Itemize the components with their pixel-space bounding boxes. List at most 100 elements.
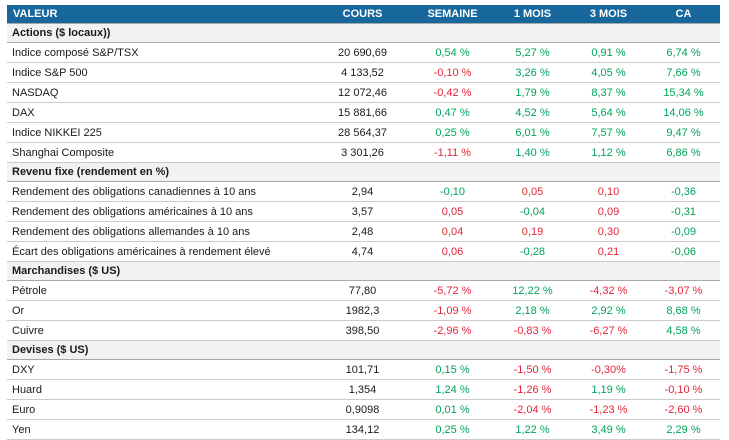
- value-cell-1-mois: 1,79 %: [495, 82, 570, 103]
- value-cell-1-mois: 0,19: [495, 221, 570, 242]
- table-header: VALEUR COURS SEMAINE 1 MOIS 3 MOIS CA: [7, 5, 720, 24]
- value-cell-1-mois: -1,50 %: [495, 359, 570, 380]
- section-title: Marchandises ($ US): [7, 261, 720, 281]
- value-cell-semaine: 0,05: [410, 201, 495, 222]
- row-label: Rendement des obligations allemandes à 1…: [7, 221, 315, 242]
- value-cell-cours: 134,12: [315, 419, 410, 440]
- value-cell-ca: -3,07 %: [647, 280, 720, 301]
- value-cell-3-mois: -4,32 %: [570, 280, 647, 301]
- value-cell-cours: 15 881,66: [315, 102, 410, 123]
- table-row: DXY 101,71 0,15 % -1,50 % -0,30% -1,75 %: [7, 359, 720, 380]
- value-cell-semaine: -0,42 %: [410, 82, 495, 103]
- value-cell-3-mois: 1,19 %: [570, 379, 647, 400]
- value-cell-ca: -1,75 %: [647, 359, 720, 380]
- value-cell-1-mois: 1,40 %: [495, 142, 570, 163]
- value-cell-3-mois: 0,30: [570, 221, 647, 242]
- value-cell-cours: 4,74: [315, 241, 410, 262]
- value-cell-cours: 3 301,26: [315, 142, 410, 163]
- value-cell-3-mois: 3,49 %: [570, 419, 647, 440]
- section-title: Devises ($ US): [7, 340, 720, 360]
- table-row: Écart des obligations américaines à rend…: [7, 241, 720, 262]
- value-cell-semaine: -1,09 %: [410, 300, 495, 321]
- value-cell-3-mois: 4,05 %: [570, 62, 647, 83]
- table-row: Rendement des obligations canadiennes à …: [7, 181, 720, 202]
- value-cell-3-mois: 7,57 %: [570, 122, 647, 143]
- value-cell-cours: 28 564,37: [315, 122, 410, 143]
- table-row: Cuivre 398,50 -2,96 % -0,83 % -6,27 % 4,58 %: [7, 320, 720, 341]
- value-cell-semaine: 0,25 %: [410, 122, 495, 143]
- column-header-valeur: VALEUR: [7, 5, 315, 24]
- value-cell-3-mois: 1,12 %: [570, 142, 647, 163]
- value-cell-ca: -0,36: [647, 181, 720, 202]
- row-label: Or: [7, 300, 315, 321]
- value-cell-1-mois: -0,28: [495, 241, 570, 262]
- row-label: Euro: [7, 399, 315, 420]
- value-cell-cours: 12 072,46: [315, 82, 410, 103]
- value-cell-ca: -0,09: [647, 221, 720, 242]
- row-label: Écart des obligations américaines à rend…: [7, 241, 315, 262]
- value-cell-3-mois: -0,30%: [570, 359, 647, 380]
- value-cell-cours: 1982,3: [315, 300, 410, 321]
- value-cell-ca: 6,74 %: [647, 42, 720, 63]
- value-cell-1-mois: 1,22 %: [495, 419, 570, 440]
- value-cell-1-mois: 12,22 %: [495, 280, 570, 301]
- value-cell-cours: 2,48: [315, 221, 410, 242]
- value-cell-semaine: -5,72 %: [410, 280, 495, 301]
- value-cell-1-mois: -1,26 %: [495, 379, 570, 400]
- table-row: Rendement des obligations allemandes à 1…: [7, 221, 720, 242]
- row-label: Shanghai Composite: [7, 142, 315, 163]
- value-cell-semaine: 0,25 %: [410, 419, 495, 440]
- value-cell-semaine: 0,54 %: [410, 42, 495, 63]
- column-header-3-mois: 3 MOIS: [570, 5, 647, 24]
- value-cell-cours: 4 133,52: [315, 62, 410, 83]
- value-cell-3-mois: 0,10: [570, 181, 647, 202]
- value-cell-ca: -0,10 %: [647, 379, 720, 400]
- table-row: Indice composé S&P/TSX 20 690,69 0,54 % 5,2…: [7, 42, 720, 63]
- value-cell-semaine: -0,10: [410, 181, 495, 202]
- value-cell-cours: 77,80: [315, 280, 410, 301]
- value-cell-1-mois: 4,52 %: [495, 102, 570, 123]
- section-title: Revenu fixe (rendement en %): [7, 162, 720, 182]
- value-cell-1-mois: 2,18 %: [495, 300, 570, 321]
- value-cell-semaine: 0,01 %: [410, 399, 495, 420]
- table-body: Actions ($ locaux)) Indice composé S&P/TS…: [7, 23, 720, 440]
- row-label: Cuivre: [7, 320, 315, 341]
- value-cell-ca: 7,66 %: [647, 62, 720, 83]
- row-label: Huard: [7, 379, 315, 400]
- value-cell-3-mois: -6,27 %: [570, 320, 647, 341]
- value-cell-ca: -2,60 %: [647, 399, 720, 420]
- value-cell-cours: 101,71: [315, 359, 410, 380]
- value-cell-3-mois: 2,92 %: [570, 300, 647, 321]
- value-cell-cours: 2,94: [315, 181, 410, 202]
- row-label: Rendement des obligations canadiennes à …: [7, 181, 315, 202]
- table-row: Huard 1,354 1,24 % -1,26 % 1,19 % -0,10 %: [7, 379, 720, 400]
- column-header-cours: COURS: [315, 5, 410, 24]
- table-row: Indice S&P 500 4 133,52 -0,10 % 3,26 % 4,05 …: [7, 62, 720, 83]
- value-cell-1-mois: 5,27 %: [495, 42, 570, 63]
- value-cell-1-mois: -0,83 %: [495, 320, 570, 341]
- row-label: Rendement des obligations américaines à …: [7, 201, 315, 222]
- value-cell-semaine: 0,47 %: [410, 102, 495, 123]
- value-cell-ca: 9,47 %: [647, 122, 720, 143]
- row-label: DAX: [7, 102, 315, 123]
- value-cell-cours: 398,50: [315, 320, 410, 341]
- value-cell-semaine: 0,15 %: [410, 359, 495, 380]
- value-cell-1-mois: 3,26 %: [495, 62, 570, 83]
- table-row: NASDAQ 12 072,46 -0,42 % 1,79 % 8,37 % 15,34 …: [7, 82, 720, 103]
- table-row: DAX 15 881,66 0,47 % 4,52 % 5,64 % 14,06 %: [7, 102, 720, 123]
- value-cell-1-mois: -0,04: [495, 201, 570, 222]
- section-title: Actions ($ locaux)): [7, 23, 720, 43]
- value-cell-ca: 14,06 %: [647, 102, 720, 123]
- section-row: Marchandises ($ US): [7, 261, 720, 281]
- value-cell-3-mois: 8,37 %: [570, 82, 647, 103]
- table-row: Or 1982,3 -1,09 % 2,18 % 2,92 % 8,68 %: [7, 300, 720, 321]
- value-cell-semaine: 1,24 %: [410, 379, 495, 400]
- market-summary-table: VALEUR COURS SEMAINE 1 MOIS 3 MOIS CA Actions…: [7, 5, 720, 440]
- value-cell-ca: -0,06: [647, 241, 720, 262]
- table-row: Yen 134,12 0,25 % 1,22 % 3,49 % 2,29 %: [7, 419, 720, 440]
- table-row: Shanghai Composite 3 301,26 -1,11 % 1,40 % 1…: [7, 142, 720, 163]
- value-cell-cours: 1,354: [315, 379, 410, 400]
- table-row: Indice NIKKEI 225 28 564,37 0,25 % 6,01 % 7,…: [7, 122, 720, 143]
- row-label: NASDAQ: [7, 82, 315, 103]
- value-cell-cours: 20 690,69: [315, 42, 410, 63]
